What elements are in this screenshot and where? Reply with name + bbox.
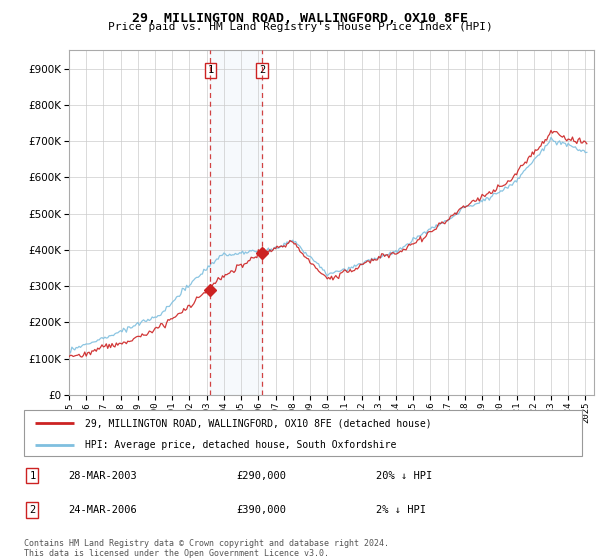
Text: 1: 1 xyxy=(29,470,35,480)
Text: 28-MAR-2003: 28-MAR-2003 xyxy=(68,470,137,480)
Text: 2: 2 xyxy=(259,66,265,76)
Text: £290,000: £290,000 xyxy=(236,470,286,480)
Text: 2: 2 xyxy=(29,505,35,515)
FancyBboxPatch shape xyxy=(24,410,582,456)
Text: 2% ↓ HPI: 2% ↓ HPI xyxy=(376,505,425,515)
Text: 29, MILLINGTON ROAD, WALLINGFORD, OX10 8FE (detached house): 29, MILLINGTON ROAD, WALLINGFORD, OX10 8… xyxy=(85,418,432,428)
Text: 29, MILLINGTON ROAD, WALLINGFORD, OX10 8FE: 29, MILLINGTON ROAD, WALLINGFORD, OX10 8… xyxy=(132,12,468,25)
Text: £390,000: £390,000 xyxy=(236,505,286,515)
Text: HPI: Average price, detached house, South Oxfordshire: HPI: Average price, detached house, Sout… xyxy=(85,440,397,450)
Text: 20% ↓ HPI: 20% ↓ HPI xyxy=(376,470,432,480)
Text: Price paid vs. HM Land Registry's House Price Index (HPI): Price paid vs. HM Land Registry's House … xyxy=(107,22,493,32)
Text: 1: 1 xyxy=(208,66,214,76)
Text: Contains HM Land Registry data © Crown copyright and database right 2024.
This d: Contains HM Land Registry data © Crown c… xyxy=(24,539,389,558)
Text: 24-MAR-2006: 24-MAR-2006 xyxy=(68,505,137,515)
Bar xyxy=(211,50,262,395)
